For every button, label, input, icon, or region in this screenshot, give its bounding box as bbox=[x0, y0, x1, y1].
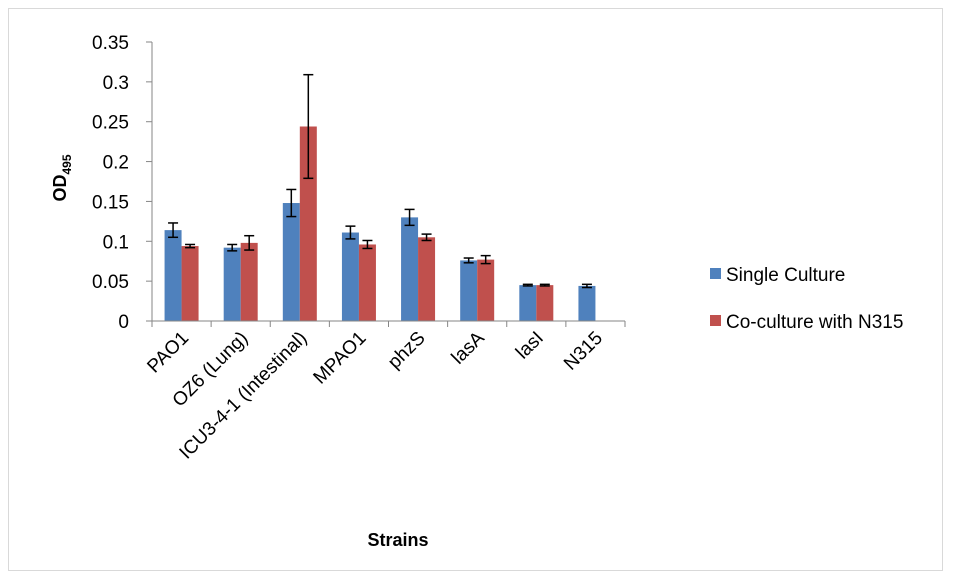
bar-single-culture bbox=[519, 285, 537, 321]
x-category-label: MPAO1 bbox=[310, 328, 371, 389]
bar-single-culture bbox=[401, 217, 419, 321]
y-axis-title-subscript: 495 bbox=[60, 154, 74, 174]
bar-co-culture bbox=[299, 126, 317, 321]
y-tick-label: 0.05 bbox=[92, 272, 129, 293]
y-tick-label: 0.3 bbox=[103, 73, 129, 94]
bar-single-culture bbox=[341, 232, 359, 321]
bar-co-culture bbox=[240, 242, 258, 321]
bar-co-culture bbox=[536, 285, 554, 321]
y-tick-label: 0 bbox=[118, 312, 129, 333]
bar-co-culture bbox=[477, 259, 495, 321]
error-bars bbox=[168, 73, 592, 289]
y-tick-label: 0.1 bbox=[103, 232, 129, 253]
bar-single-culture bbox=[460, 260, 478, 321]
bar-co-culture bbox=[181, 246, 199, 321]
x-category-label: PAO1 bbox=[143, 328, 193, 378]
x-axis-title: Strains bbox=[367, 530, 428, 550]
y-axis-ticks: 0 0.05 0.1 0.15 0.2 0.25 0.3 0.35 bbox=[92, 33, 152, 333]
x-axis-ticks bbox=[151, 321, 626, 327]
bar-single-culture bbox=[164, 230, 182, 321]
y-tick-label: 0.2 bbox=[103, 153, 129, 174]
bar-co-culture bbox=[418, 237, 436, 321]
x-category-label: N315 bbox=[560, 328, 607, 375]
legend-swatch-co-culture bbox=[710, 315, 721, 326]
bar-co-culture bbox=[358, 244, 376, 321]
y-tick-label: 0.15 bbox=[92, 192, 129, 213]
y-axis-title: OD495 bbox=[50, 154, 74, 201]
legend-label-single-culture: Single Culture bbox=[726, 265, 845, 286]
legend-swatch-single-culture bbox=[710, 268, 721, 279]
bars bbox=[164, 126, 596, 321]
x-category-label: lasI bbox=[512, 328, 548, 364]
y-tick-label: 0.25 bbox=[92, 113, 129, 134]
x-category-label: lasA bbox=[448, 327, 489, 368]
y-tick-label: 0.35 bbox=[92, 33, 129, 54]
x-category-label: phzS bbox=[384, 328, 429, 373]
y-axis-title-main: OD bbox=[50, 175, 70, 202]
legend: Single Culture Co-culture with N315 bbox=[710, 265, 903, 333]
bar-single-culture bbox=[282, 203, 300, 321]
legend-label-co-culture: Co-culture with N315 bbox=[726, 312, 903, 333]
bar-single-culture bbox=[223, 247, 241, 321]
bar-single-culture bbox=[578, 285, 596, 321]
